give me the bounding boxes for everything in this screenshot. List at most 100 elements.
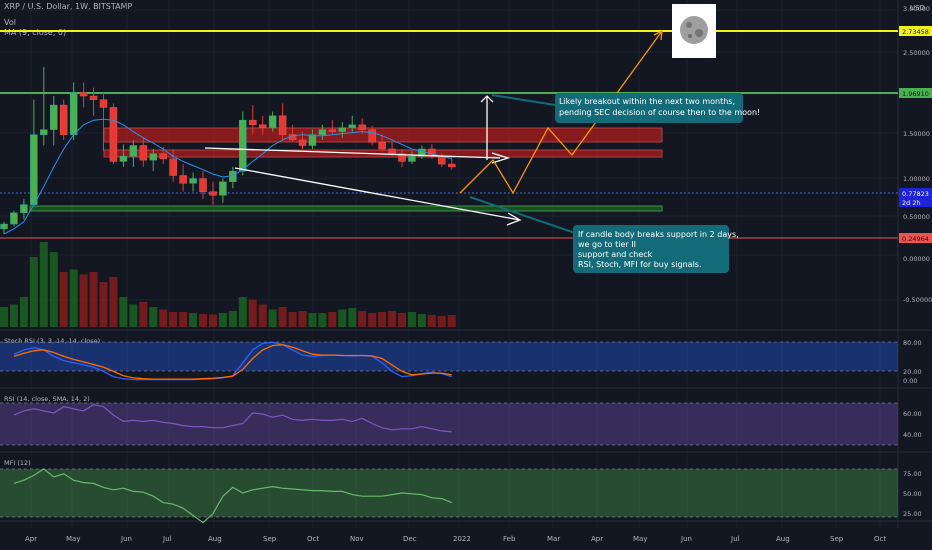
pane-tick-1-1: 20.00 xyxy=(903,368,922,376)
pane-tick-1-0: 80.00 xyxy=(903,339,922,347)
volume-bar xyxy=(398,313,406,327)
candle-body xyxy=(0,223,8,230)
candle-body xyxy=(10,212,18,225)
volume-bar xyxy=(19,297,28,327)
volume-bar xyxy=(427,315,436,327)
price-tick-3: 1.00000 xyxy=(903,175,930,183)
arrowhead-upper xyxy=(491,152,511,164)
x-tick-7: Nov xyxy=(350,535,364,543)
candle-body xyxy=(209,191,217,196)
resistance-zone-upper xyxy=(103,127,663,143)
candle-body xyxy=(368,129,376,143)
mfi-line-0 xyxy=(13,468,452,524)
pane-tick-2-1: 40.00 xyxy=(903,431,922,439)
candle-body xyxy=(298,139,307,146)
pane-band-2 xyxy=(0,403,898,445)
callout-box-2 xyxy=(573,225,729,273)
x-tick-3: Jul xyxy=(162,535,172,543)
candle-body xyxy=(179,175,187,184)
price-label-0: 2.73458 xyxy=(902,28,929,36)
volume-bar xyxy=(149,307,158,327)
candle-body xyxy=(239,119,247,172)
ma-line xyxy=(3,118,452,235)
price-label-bg-4 xyxy=(899,233,932,243)
candle-body xyxy=(378,141,386,150)
callout-box-1 xyxy=(555,93,743,123)
candle-body xyxy=(199,178,207,192)
candle-body xyxy=(149,153,157,161)
volume-bar xyxy=(119,297,128,327)
candle-body xyxy=(249,119,257,126)
price-label-2: 0.77823 xyxy=(902,190,929,198)
candle-body xyxy=(30,134,38,205)
x-tick-4: Aug xyxy=(208,535,222,543)
pane-tick-3-2: 25.00 xyxy=(903,510,922,518)
price-tick-5: 0.00000 xyxy=(903,255,930,263)
volume-bar xyxy=(268,309,277,327)
arrowhead-lower xyxy=(506,212,522,226)
pane-tick-1-2: 0.00 xyxy=(903,377,917,385)
currency-label: USD xyxy=(910,4,925,12)
volume-bar xyxy=(388,311,397,327)
x-tick-0: Apr xyxy=(25,535,37,543)
pane-title-3: MFI (12) xyxy=(4,459,31,467)
pane-title-2: RSI (14, close, SMA, 14, 2) xyxy=(4,395,90,403)
volume-bar xyxy=(328,312,337,327)
candle-body xyxy=(139,145,148,161)
candle-body xyxy=(129,145,138,157)
pane-title-1: Stoch RSI (3, 3, 14, 14, close) xyxy=(4,337,100,345)
price-label-bg-0 xyxy=(899,26,932,36)
volume-bar xyxy=(308,313,317,327)
volume-bar xyxy=(437,316,446,327)
candle-body xyxy=(99,99,108,108)
candle-body xyxy=(398,153,406,162)
price-tick-1: 2.50000 xyxy=(903,49,930,57)
candle-body xyxy=(50,104,58,130)
volume-bar xyxy=(417,314,426,327)
candle-body xyxy=(338,127,347,132)
volume-bar xyxy=(129,304,138,327)
volume-bar xyxy=(238,297,247,327)
candle-body xyxy=(328,129,337,132)
volume-bar xyxy=(9,304,18,327)
candle-body xyxy=(278,115,287,135)
x-tick-10: Feb xyxy=(503,535,516,543)
candle-body xyxy=(89,95,98,100)
x-tick-2: Jun xyxy=(120,535,132,543)
volume-bar xyxy=(208,314,217,327)
price-label-4: 0.24964 xyxy=(902,235,929,243)
x-tick-5: Sep xyxy=(263,535,277,543)
callout-2-text: If candle body breaks support in 2 days, xyxy=(578,230,739,239)
volume-bar xyxy=(69,269,78,327)
volume-bar xyxy=(29,257,38,327)
volume-bar xyxy=(199,314,207,327)
volume-bar xyxy=(298,311,307,327)
volume-bar xyxy=(49,252,58,327)
volume-bar xyxy=(179,312,188,327)
volume-bar xyxy=(248,299,257,327)
volume-bar xyxy=(338,309,347,327)
pane-tick-2-0: 60.00 xyxy=(903,410,922,418)
candle-body xyxy=(229,170,237,182)
callout-1-text: Likely breakout within the next two mont… xyxy=(559,97,735,106)
volume-bar xyxy=(79,274,88,327)
price-label-bg-1 xyxy=(899,88,932,98)
x-tick-14: Jun xyxy=(680,535,692,543)
x-tick-6: Oct xyxy=(307,535,319,543)
projection-arrowhead xyxy=(653,29,663,41)
x-tick-12: Apr xyxy=(591,535,603,543)
moon-icon xyxy=(680,16,708,44)
candle-body xyxy=(348,124,356,128)
volume-bar xyxy=(407,312,416,327)
price-label-bg-2 xyxy=(899,188,932,198)
candle-body xyxy=(40,129,48,135)
callout-connector-2 xyxy=(469,196,576,234)
x-tick-18: Oct xyxy=(874,535,886,543)
price-tick-4: 0.50000 xyxy=(903,213,930,221)
volume-bar xyxy=(169,312,178,327)
volume-bar xyxy=(318,313,327,327)
volume-indicator-label: Vol xyxy=(4,18,16,27)
pane-tick-3-0: 75.00 xyxy=(903,470,922,478)
callout-connector-1 xyxy=(491,94,556,106)
